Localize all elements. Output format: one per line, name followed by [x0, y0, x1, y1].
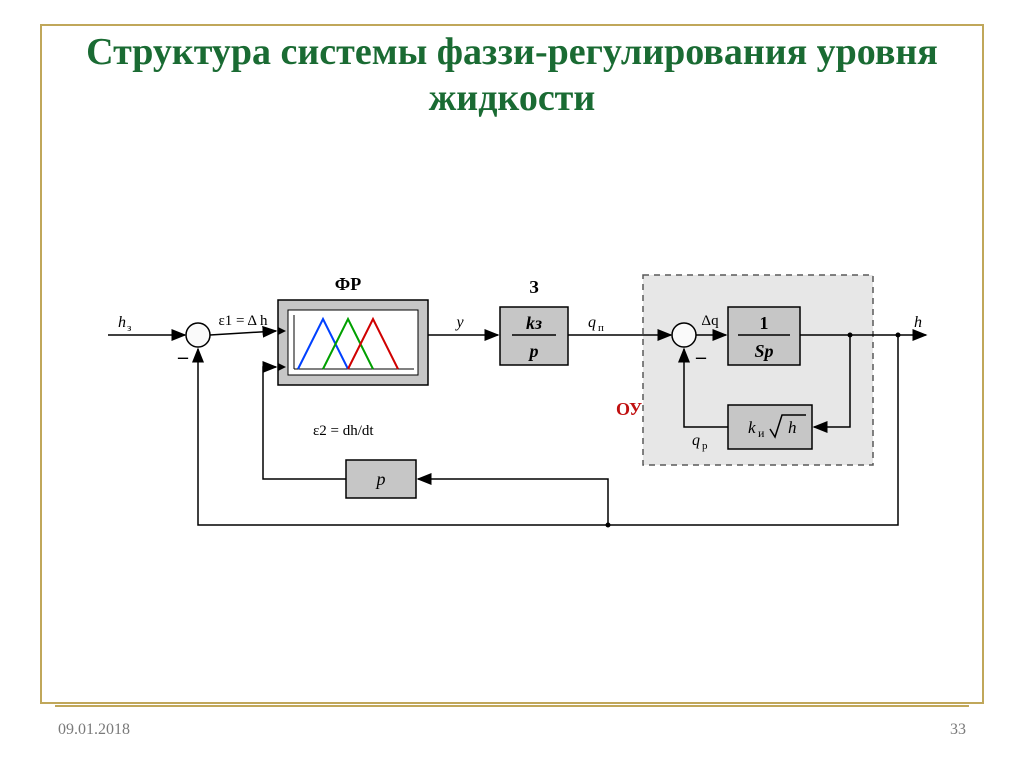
integrator-numer: kз — [526, 313, 542, 333]
feedback-to-diff — [418, 479, 608, 525]
summing-junction-2 — [672, 323, 696, 347]
differentiator-block: p — [346, 460, 416, 498]
plant-int-numer: 1 — [760, 313, 769, 333]
svg-text:k: k — [748, 418, 756, 437]
slide-date: 09.01.2018 — [58, 721, 130, 739]
block-diagram: ФР kз p З 1 Sp k и h p — [88, 235, 948, 555]
plant-integrator-block: 1 Sp — [728, 307, 800, 365]
plant-sqrt-block: k и h — [728, 405, 812, 449]
label-h: h — [914, 314, 922, 331]
label-z: З — [529, 277, 539, 297]
svg-text:и: и — [758, 426, 765, 440]
plant-int-denom: Sp — [754, 341, 773, 361]
label-hz: h — [118, 314, 126, 331]
integrator-block: kз p — [500, 307, 568, 365]
label-e2: ε2 = dh/dt — [313, 423, 374, 439]
differentiator-text: p — [375, 469, 386, 489]
svg-text:h: h — [788, 418, 797, 437]
footer-divider — [55, 705, 969, 707]
slide-title: Структура системы фаззи-регулирования ур… — [0, 30, 1024, 121]
label-e1: ε1 = Δ h — [219, 313, 268, 329]
svg-text:з: з — [127, 322, 131, 334]
summing-junction-1 — [186, 323, 210, 347]
svg-text:п: п — [598, 322, 604, 334]
label-qn: q — [588, 314, 596, 331]
arrow-e1 — [210, 331, 276, 335]
label-ou: ОУ — [616, 399, 642, 419]
minus-sign-2: – — [695, 346, 707, 368]
label-fr: ФР — [335, 274, 361, 294]
slide-page-number: 33 — [950, 721, 966, 739]
label-y: y — [454, 314, 464, 331]
minus-sign-1: – — [177, 346, 189, 368]
fuzzy-regulator-block — [278, 300, 428, 385]
integrator-denom: p — [528, 341, 539, 361]
label-qp: q — [692, 432, 700, 449]
svg-text:р: р — [702, 440, 708, 452]
label-dq: Δq — [701, 313, 719, 329]
